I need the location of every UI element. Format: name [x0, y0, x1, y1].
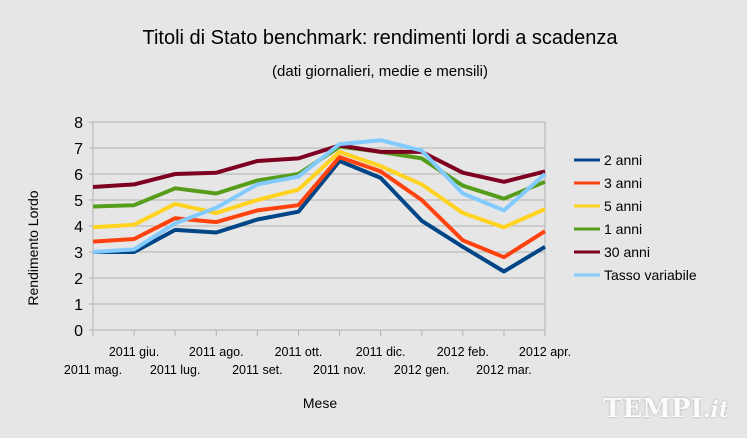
series-line-tasso-variabile: [92, 138, 547, 254]
x-tick-label: 2012 gen.: [394, 363, 450, 377]
legend-label: 2 anni: [604, 152, 642, 168]
y-tick-label: 8: [74, 115, 83, 132]
legend-label: 3 anni: [604, 175, 642, 191]
x-tick-label: 2012 apr.: [519, 345, 571, 359]
y-axis-label: Rendimento Lordo: [25, 190, 41, 305]
x-tick-label: 2012 mar.: [476, 363, 532, 377]
y-tick-label: 5: [74, 193, 83, 210]
x-tick-label: 2011 lug.: [150, 363, 201, 377]
x-tick-label: 2011 ott.: [275, 345, 323, 359]
chart-title: Titoli di Stato benchmark: rendimenti lo…: [142, 27, 618, 49]
y-tick-label: 6: [74, 167, 83, 184]
series-line-5-anni: [92, 149, 546, 230]
series-line-30-anni: [92, 143, 546, 189]
legend-label: Tasso variabile: [604, 267, 697, 283]
y-tick-label: 2: [74, 271, 83, 288]
series-line-2-anni: [93, 159, 547, 274]
x-tick-label: 2011 nov.: [313, 363, 366, 377]
y-tick-label: 3: [74, 245, 83, 262]
legend-label: 30 anni: [604, 244, 650, 260]
chart-subtitle: (dati giornalieri, medie e mensili): [272, 63, 488, 80]
watermark-logo: TEMPI.it: [603, 394, 729, 424]
y-tick-label: 0: [74, 323, 83, 340]
x-tick-label: 2011 ago.: [189, 345, 244, 359]
y-tick-label: 1: [74, 297, 83, 314]
x-tick-label: 2011 mag.: [64, 363, 122, 377]
legend-label: 1 anni: [604, 221, 642, 237]
x-tick-label: 2012 feb.: [437, 345, 489, 359]
y-tick-label: 7: [74, 141, 83, 158]
x-tick-label: 2011 dic.: [356, 345, 406, 359]
x-axis-label: Mese: [303, 395, 337, 411]
x-tick-label: 2011 set.: [232, 363, 283, 377]
x-tick-label: 2011 giu.: [109, 345, 160, 359]
series-line-3-anni: [92, 155, 547, 260]
legend-label: 5 anni: [604, 198, 642, 214]
y-tick-label: 4: [74, 219, 83, 236]
